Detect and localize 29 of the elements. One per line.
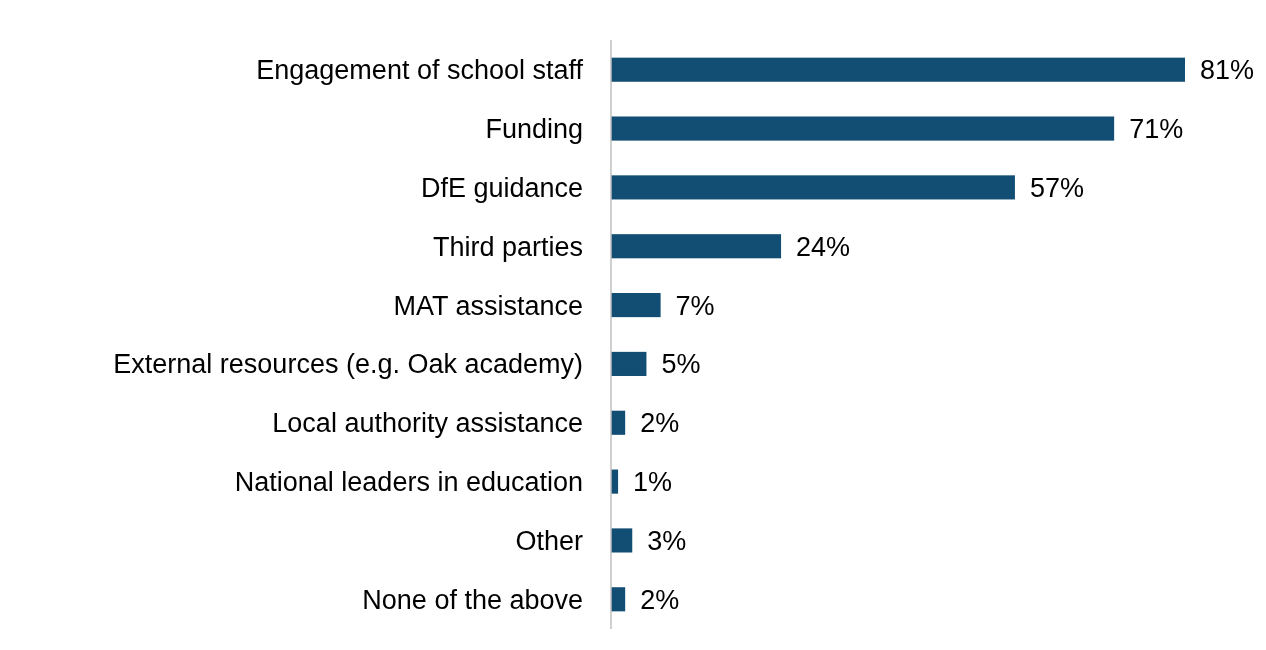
data-label: 5% [661, 349, 701, 380]
y-tick-label: Other [515, 525, 583, 556]
bar [611, 351, 647, 376]
data-label: 7% [675, 290, 715, 321]
bar [611, 587, 626, 612]
data-label: 57% [1029, 172, 1084, 203]
bar [611, 175, 1015, 200]
bar [611, 116, 1115, 141]
bar [611, 410, 626, 435]
y-tick-label: Third parties [432, 231, 583, 262]
y-tick-label: None of the above [362, 584, 583, 615]
data-label: 2% [640, 584, 680, 615]
data-label: 2% [640, 408, 680, 439]
data-label: 1% [633, 467, 673, 498]
data-label: 3% [647, 525, 687, 556]
data-label: 81% [1200, 55, 1255, 86]
y-tick-label: MAT assistance [393, 290, 583, 321]
y-tick-label: External resources (e.g. Oak academy) [113, 349, 583, 380]
bar [611, 293, 661, 318]
bar [611, 57, 1185, 82]
y-tick-label: Engagement of school staff [256, 55, 584, 86]
data-label: 71% [1129, 114, 1184, 145]
data-label: 24% [796, 231, 851, 262]
y-tick-label: Local authority assistance [272, 408, 583, 439]
y-tick-label: Funding [485, 114, 583, 145]
y-tick-label: National leaders in education [234, 467, 583, 498]
y-tick-label: DfE guidance [420, 172, 583, 203]
bar [611, 234, 782, 259]
bar [611, 528, 633, 553]
